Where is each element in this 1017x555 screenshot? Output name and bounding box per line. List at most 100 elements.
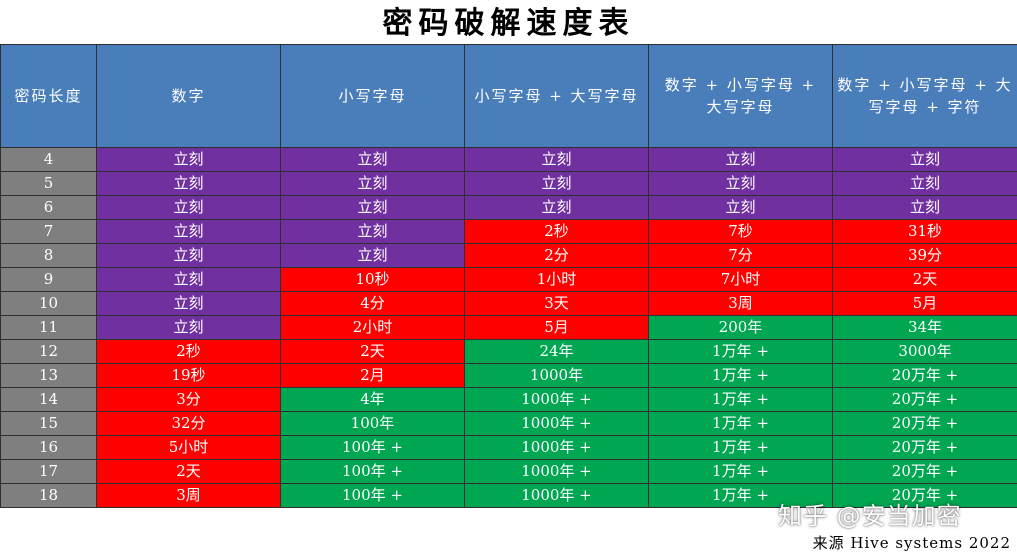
time-cell: 立刻 [648,195,833,220]
time-cell: 立刻 [280,243,465,268]
length-cell: 8 [0,243,97,268]
time-cell: 19秒 [96,363,281,388]
time-cell: 2秒 [96,339,281,364]
header-digit-lower-upper: 数字 + 小写字母 + 大写字母 [648,44,833,148]
time-cell: 立刻 [280,171,465,196]
time-cell: 2小时 [280,315,465,340]
time-cell: 立刻 [464,147,649,172]
length-cell: 15 [0,411,97,436]
time-cell: 1小时 [464,267,649,292]
time-cell: 2天 [96,459,281,484]
time-cell: 20万年 + [832,459,1017,484]
time-cell: 2秒 [464,219,649,244]
length-cell: 11 [0,315,97,340]
table-row: 5 立刻 立刻 立刻 立刻 立刻 [0,171,1017,196]
table-row: 8 立刻 立刻 2分 7分 39分 [0,243,1017,268]
header-digit-lower-upper-symbol: 数字 + 小写字母 + 大写字母 + 字符 [832,44,1017,148]
table-row: 4 立刻 立刻 立刻 立刻 立刻 [0,147,1017,172]
time-cell: 1万年 + [648,363,833,388]
table-row: 10 立刻 4分 3天 3周 5月 [0,291,1017,316]
header-length: 密码长度 [0,44,97,148]
time-cell: 立刻 [464,171,649,196]
time-cell: 立刻 [96,147,281,172]
table-row: 18 3周 100年 +1000年 +1万年 +20万年 + [0,483,1017,508]
length-cell: 13 [0,363,97,388]
time-cell: 1000年 + [464,483,649,508]
crack-speed-table: 密码长度 数字 小写字母 小写字母 + 大写字母 数字 + 小写字母 + 大写字… [0,44,1017,508]
length-cell: 5 [0,171,97,196]
table-row: 11 立刻 2小时 5月 200年 34年 [0,315,1017,340]
time-cell: 1000年 + [464,411,649,436]
length-cell: 10 [0,291,97,316]
time-cell: 1万年 + [648,459,833,484]
time-cell: 7小时 [648,267,833,292]
time-cell: 20万年 + [832,363,1017,388]
time-cell: 立刻 [280,195,465,220]
time-cell: 3周 [96,483,281,508]
table-row: 15 32分 100年 1000年 +1万年 +20万年 + [0,411,1017,436]
time-cell: 立刻 [280,147,465,172]
length-cell: 17 [0,459,97,484]
length-cell: 18 [0,483,97,508]
time-cell: 1000年 [464,363,649,388]
time-cell: 20万年 + [832,483,1017,508]
time-cell: 5月 [464,315,649,340]
time-cell: 1万年 + [648,411,833,436]
time-cell: 立刻 [648,147,833,172]
time-cell: 立刻 [464,195,649,220]
page-title: 密码破解速度表 [382,6,635,41]
time-cell: 20万年 + [832,411,1017,436]
length-cell: 7 [0,219,97,244]
time-cell: 34年 [832,315,1017,340]
time-cell: 7秒 [648,219,833,244]
table-row: 6 立刻 立刻 立刻 立刻 立刻 [0,195,1017,220]
time-cell: 4分 [280,291,465,316]
time-cell: 3分 [96,387,281,412]
time-cell: 立刻 [96,291,281,316]
time-cell: 3天 [464,291,649,316]
table-row: 12 2秒 2天 24年 1万年 +3000年 [0,339,1017,364]
table-row: 16 5小时 100年 +1000年 +1万年 +20万年 + [0,435,1017,460]
time-cell: 100年 + [280,435,465,460]
time-cell: 100年 + [280,459,465,484]
time-cell: 200年 [648,315,833,340]
time-cell: 1000年 + [464,435,649,460]
time-cell: 5小时 [96,435,281,460]
length-cell: 12 [0,339,97,364]
length-cell: 14 [0,387,97,412]
time-cell: 5月 [832,291,1017,316]
time-cell: 1万年 + [648,387,833,412]
table-row: 14 3分 4年 1000年 +1万年 +20万年 + [0,387,1017,412]
time-cell: 立刻 [648,171,833,196]
table-row: 17 2天 100年 +1000年 +1万年 +20万年 + [0,459,1017,484]
time-cell: 20万年 + [832,435,1017,460]
time-cell: 4年 [280,387,465,412]
time-cell: 立刻 [96,243,281,268]
time-cell: 立刻 [96,267,281,292]
time-cell: 1万年 + [648,339,833,364]
time-cell: 立刻 [832,171,1017,196]
time-cell: 10秒 [280,267,465,292]
table-body: 4 立刻 立刻 立刻 立刻 立刻 5 立刻 立刻 立刻 立刻 立刻 6 立刻 立刻 立刻 立刻 立刻 7 立刻 立刻 2秒… [0,147,1017,508]
table-row: 9 立刻 10秒 1小时 7小时 2天 [0,267,1017,292]
time-cell: 100年 [280,411,465,436]
time-cell: 立刻 [832,147,1017,172]
header-row: 密码长度 数字 小写字母 小写字母 + 大写字母 数字 + 小写字母 + 大写字… [0,44,1017,148]
time-cell: 2月 [280,363,465,388]
time-cell: 1万年 + [648,435,833,460]
header-lowercase: 小写字母 [280,44,465,148]
table-row: 13 19秒 2月 1000年 1万年 +20万年 + [0,363,1017,388]
header-digits: 数字 [96,44,281,148]
length-cell: 4 [0,147,97,172]
length-cell: 16 [0,435,97,460]
time-cell: 立刻 [96,195,281,220]
header-lower-upper: 小写字母 + 大写字母 [464,44,649,148]
time-cell: 7分 [648,243,833,268]
table-row: 7 立刻 立刻 2秒 7秒 31秒 [0,219,1017,244]
watermark: 知乎 @安当加密 [778,502,962,530]
time-cell: 2天 [280,339,465,364]
time-cell: 2分 [464,243,649,268]
time-cell: 2天 [832,267,1017,292]
source-note: 来源 Hive systems 2022 [812,534,1011,552]
time-cell: 1000年 + [464,459,649,484]
